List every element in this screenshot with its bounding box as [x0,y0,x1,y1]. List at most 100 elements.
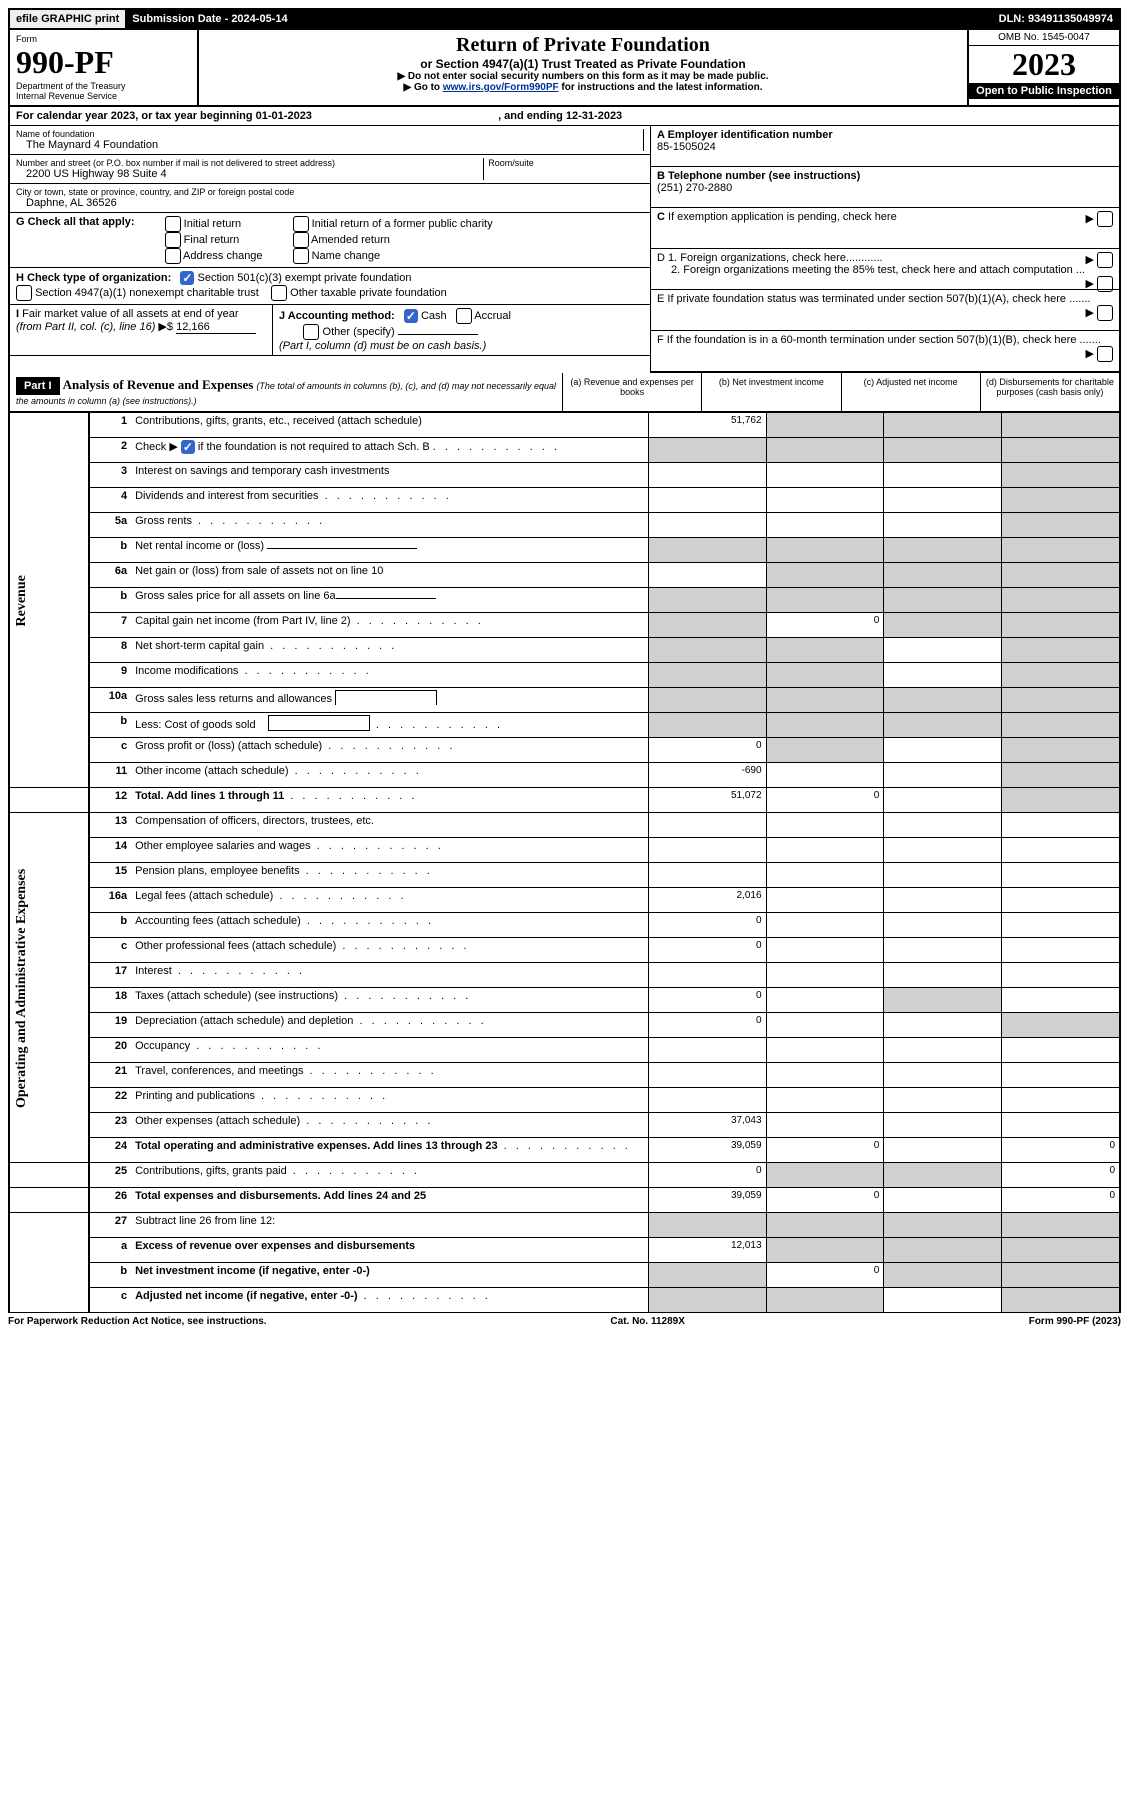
val-1a: 51,762 [648,413,766,438]
line-21: Travel, conferences, and meetings [131,1063,648,1088]
checkbox-cash[interactable] [404,309,418,323]
line-27c: Adjusted net income (if negative, enter … [131,1288,648,1313]
efile-print-button[interactable]: efile GRAPHIC print [10,10,126,28]
val-7b: 0 [766,613,884,638]
checkbox-name-change[interactable] [293,248,309,264]
phone-value: (251) 270-2880 [657,182,1113,194]
footer-left: For Paperwork Reduction Act Notice, see … [8,1316,267,1327]
opt-501c3: Section 501(c)(3) exempt private foundat… [197,272,411,284]
city-state-zip: Daphne, AL 36526 [16,197,644,209]
opt-amended: Amended return [311,234,390,246]
checkbox-other-taxable[interactable] [271,285,287,301]
val-10ca: 0 [648,738,766,763]
checkbox-other-method[interactable] [303,324,319,340]
line-16c: Other professional fees (attach schedule… [131,938,648,963]
checkbox-e[interactable] [1097,305,1113,321]
checkbox-d1[interactable] [1097,252,1113,268]
checkbox-initial-return[interactable] [165,216,181,232]
val-27aa: 12,013 [648,1238,766,1263]
ein-value: 85-1505024 [657,141,1113,153]
line-4: Dividends and interest from securities [131,488,648,513]
fmv-value: 12,166 [176,321,256,334]
bullet-ssn: ▶ Do not enter social security numbers o… [203,71,963,82]
val-27bb: 0 [766,1263,884,1288]
col-c-header: (c) Adjusted net income [841,373,980,411]
footer: For Paperwork Reduction Act Notice, see … [8,1313,1121,1330]
form-header: Form 990-PF Department of the Treasury I… [8,30,1121,107]
form-title: Return of Private Foundation [203,34,963,57]
city-label: City or town, state or province, country… [16,187,644,197]
analysis-table: Revenue 1 Contributions, gifts, grants, … [8,413,1121,1313]
line-1: Contributions, gifts, grants, etc., rece… [131,413,648,438]
val-25a: 0 [648,1163,766,1188]
checkbox-final-return[interactable] [165,232,181,248]
col-d-header: (d) Disbursements for charitable purpose… [980,373,1119,411]
line-6a: Net gain or (loss) from sale of assets n… [131,563,648,588]
line-24: Total operating and administrative expen… [131,1138,648,1163]
checkbox-accrual[interactable] [456,308,472,324]
omb-number: OMB No. 1545-0047 [969,30,1119,46]
checkbox-4947[interactable] [16,285,32,301]
form-subtitle: or Section 4947(a)(1) Trust Treated as P… [203,57,963,71]
h-label: H Check type of organization: [16,272,171,284]
opt-initial-former: Initial return of a former public charit… [312,218,493,230]
col-a-header: (a) Revenue and expenses per books [562,373,701,411]
checkbox-address-change[interactable] [165,248,181,264]
calendar-year-row: For calendar year 2023, or tax year begi… [8,107,1121,126]
street-address: 2200 US Highway 98 Suite 4 [16,168,483,180]
val-12a: 51,072 [648,788,766,813]
expenses-section-label: Operating and Administrative Expenses [9,813,89,1163]
val-12b: 0 [766,788,884,813]
line-23: Other expenses (attach schedule) [131,1113,648,1138]
val-26d: 0 [1002,1188,1120,1213]
val-18a: 0 [648,988,766,1013]
checkbox-f[interactable] [1097,346,1113,362]
line-16b: Accounting fees (attach schedule) [131,913,648,938]
val-26b: 0 [766,1188,884,1213]
line-13: Compensation of officers, directors, tru… [131,813,648,838]
val-19a: 0 [648,1013,766,1038]
cal-mid: , and ending [498,110,566,122]
submission-date: Submission Date - 2024-05-14 [126,10,992,28]
cal-begin: 01-01-2023 [256,110,312,122]
addr-label: Number and street (or P.O. box number if… [16,158,483,168]
val-26a: 39,059 [648,1188,766,1213]
footer-right: Form 990-PF (2023) [1029,1316,1121,1327]
opt-accrual: Accrual [474,310,511,322]
f-label: F If the foundation is in a 60-month ter… [657,334,1101,346]
line-18: Taxes (attach schedule) (see instruction… [131,988,648,1013]
line-10a: Gross sales less returns and allowances [131,688,648,713]
a-label: A Employer identification number [657,129,833,141]
checkbox-amended[interactable] [293,232,309,248]
val-11a: -690 [648,763,766,788]
line-27b: Net investment income (if negative, ente… [131,1263,648,1288]
name-label: Name of foundation [16,129,643,139]
checkbox-c[interactable] [1097,211,1113,227]
line-27: Subtract line 26 from line 12: [131,1213,648,1238]
line-5a: Gross rents [131,513,648,538]
opt-other-taxable: Other taxable private foundation [290,287,447,299]
line-10b: Less: Cost of goods sold [131,713,648,738]
cal-pre: For calendar year 2023, or tax year begi… [16,110,256,122]
line-25: Contributions, gifts, grants paid [131,1163,648,1188]
line-8: Net short-term capital gain [131,638,648,663]
val-24b: 0 [766,1138,884,1163]
line-9: Income modifications [131,663,648,688]
line-12: Total. Add lines 1 through 11 [131,788,648,813]
form-word: Form [16,34,191,44]
line-17: Interest [131,963,648,988]
room-label: Room/suite [488,158,644,168]
cal-end: 12-31-2023 [566,110,622,122]
d2-label: 2. Foreign organizations meeting the 85%… [671,264,1085,276]
line-7: Capital gain net income (from Part IV, l… [131,613,648,638]
line-14: Other employee salaries and wages [131,838,648,863]
line-6b: Gross sales price for all assets on line… [131,588,648,613]
val-16ba: 0 [648,913,766,938]
checkbox-initial-former[interactable] [293,216,309,232]
checkbox-501c3[interactable] [180,271,194,285]
bullet-goto-post: for instructions and the latest informat… [559,82,763,93]
part1-badge: Part I [16,377,60,395]
irs-link[interactable]: www.irs.gov/Form990PF [443,82,559,93]
checkbox-schb [181,440,195,454]
line-22: Printing and publications [131,1088,648,1113]
